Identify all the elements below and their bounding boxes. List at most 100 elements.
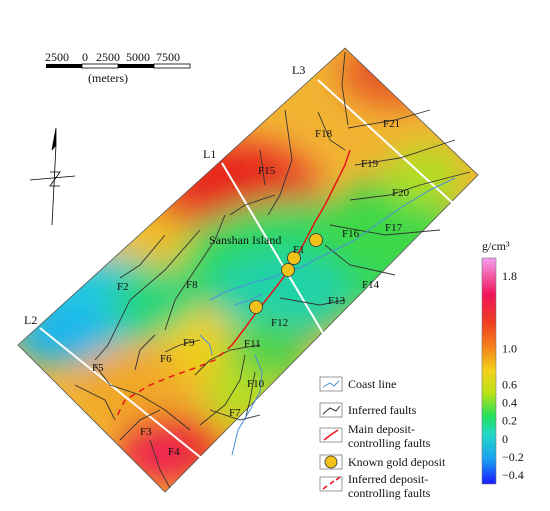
- colorbar-tick-label: −0.4: [502, 468, 524, 482]
- fault-line: [119, 409, 161, 441]
- fault-line: [94, 364, 191, 431]
- fault-label-f10: F10: [247, 378, 265, 390]
- legend-label-gold: Known gold deposit: [348, 455, 446, 469]
- gold-deposit: [249, 300, 263, 314]
- legend-coast-icon: [322, 380, 340, 388]
- scale-tick-label: 0: [82, 50, 88, 64]
- fault-line: [94, 229, 201, 361]
- gold-deposit: [309, 233, 323, 247]
- profile-line-l2: [39, 327, 211, 466]
- north-arrow-n: [49, 171, 61, 187]
- legend-label-inferred-main-2: controlling faults: [348, 486, 431, 500]
- fault-label-f21: F21: [383, 118, 400, 130]
- fault-line: [164, 339, 201, 353]
- fault-line: [74, 384, 116, 421]
- legend-label-inferred-main-1: Inferred deposit-: [348, 472, 428, 486]
- fault-label-f8: F8: [186, 279, 198, 291]
- gold-deposit: [287, 251, 301, 265]
- map-frame: [17, 47, 479, 493]
- north-arrow-head: [51, 127, 57, 151]
- scale-tick-label: 5000: [126, 50, 150, 64]
- fault-label-f1: F1: [293, 244, 305, 256]
- scale-bar: 2500 0 2500 5000 7500 (meters): [45, 50, 191, 85]
- scale-tick-label: 7500: [156, 50, 180, 64]
- fault-line: [259, 149, 266, 186]
- fault-label-f16: F16: [342, 228, 360, 240]
- fault-label-f7: F7: [229, 407, 241, 419]
- fault-line: [329, 224, 441, 236]
- fault-label-f11: F11: [244, 338, 261, 350]
- legend-gold-icon: [324, 455, 338, 469]
- coast-path: [209, 177, 456, 301]
- fault-line: [164, 214, 226, 331]
- fault-line: [119, 234, 166, 279]
- fault-label-f4: F4: [168, 446, 180, 458]
- fault-label-f3: F3: [140, 426, 152, 438]
- fault-label-f14: F14: [362, 279, 380, 291]
- profile-label-l2: L2: [24, 313, 37, 327]
- legend-label-coast: Coast line: [348, 377, 396, 391]
- gold-deposits: [249, 233, 323, 314]
- scale-tick-label: 2500: [45, 50, 69, 64]
- fault-line: [324, 244, 396, 276]
- fault-line: [229, 194, 276, 216]
- fault-label-f2: F2: [117, 281, 129, 293]
- fault-label-f5: F5: [92, 362, 104, 374]
- colorbar: g/cm³ 1.8 1.0 0.6 0.4 0.2 0 −0.2 −0.4: [481, 239, 524, 485]
- colorbar-tick-label: 0.2: [502, 414, 517, 428]
- scale-tick-label: 2500: [96, 50, 120, 64]
- gold-deposit: [281, 263, 295, 277]
- fault-line: [149, 439, 171, 489]
- legend-label-inferred: Inferred faults: [348, 403, 417, 417]
- profile-line-l3: [317, 79, 456, 206]
- fault-line: [341, 51, 349, 126]
- inferred-deposit-controlling-fault: [114, 344, 233, 421]
- fault-line: [279, 297, 346, 306]
- fault-label-f12: F12: [271, 317, 288, 329]
- legend-fault-icon: [322, 405, 341, 415]
- fault-labels: F1 F2 F3 F4 F5 F6 F7 F8 F9 F10 F11 F12 F…: [92, 118, 410, 458]
- colorbar-tick-label: 1.0: [502, 341, 517, 355]
- fault-label-f6: F6: [160, 353, 172, 365]
- place-label-sanshan-island: Sanshan Island: [209, 233, 281, 247]
- coast-path: [231, 354, 263, 456]
- scale-bar-segment: [81, 63, 119, 69]
- legend-label-main-2: controlling faults: [348, 436, 431, 450]
- fault-line: [199, 354, 246, 426]
- fault-line: [349, 171, 471, 201]
- colorbar-tick-label: 0.4: [502, 396, 517, 410]
- scale-bar-segment: [118, 64, 154, 68]
- fault-label-f15: F15: [258, 165, 276, 177]
- colorbar-tick-label: 0.6: [502, 378, 517, 392]
- profile-lines: [39, 79, 456, 466]
- colorbar-unit: g/cm³: [482, 239, 510, 253]
- fault-label-f17: F17: [385, 222, 403, 234]
- fault-label-f18: F18: [315, 128, 333, 140]
- inferred-faults: [74, 51, 471, 489]
- colorbar-tick-label: 0: [502, 432, 508, 446]
- fault-label-f19: F19: [361, 158, 379, 170]
- fault-label-f13: F13: [328, 295, 346, 307]
- legend: Coast line Inferred faults Main deposit-…: [319, 376, 446, 500]
- fault-line: [317, 111, 346, 151]
- coast-path: [199, 334, 213, 356]
- colorbar-tick-label: −0.2: [502, 450, 524, 464]
- profile-label-l1: L1: [203, 147, 216, 161]
- legend-inferred-main-fault-icon: [322, 476, 341, 490]
- fault-label-f20: F20: [392, 187, 410, 199]
- fault-line: [347, 109, 431, 129]
- scale-unit-label: (meters): [88, 71, 128, 85]
- legend-label-main-1: Main deposit-: [348, 422, 415, 436]
- north-arrow-icon: [29, 127, 76, 226]
- legend-swatch-inferred: [319, 402, 343, 418]
- profile-label-l3: L3: [292, 63, 305, 77]
- north-arrow-crossbar: [29, 175, 76, 181]
- scale-bar-segment: [46, 64, 82, 68]
- fault-line: [134, 334, 156, 371]
- colorbar-ticks: 1.8 1.0 0.6 0.4 0.2 0 −0.2 −0.4: [502, 269, 524, 482]
- scale-bar-segment: [153, 63, 191, 69]
- legend-main-fault-icon: [323, 429, 339, 441]
- fault-label-f9: F9: [183, 337, 195, 349]
- north-arrow-shaft: [51, 144, 57, 226]
